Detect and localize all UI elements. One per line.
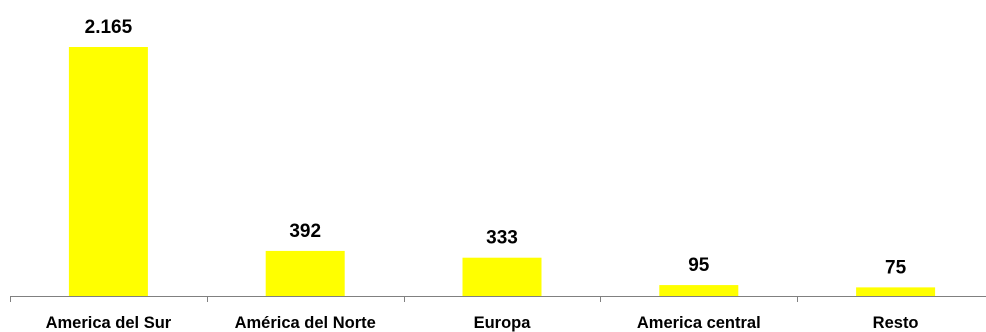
labels-layer: 2.165 America del Sur 392 América del Norte… (46, 17, 919, 332)
data-label-3: 95 (688, 255, 710, 276)
x-axis (10, 296, 986, 302)
data-label-1: 392 (289, 221, 321, 242)
data-label-2: 333 (486, 228, 518, 249)
x-tick-label-3: America central (637, 314, 761, 332)
bars-layer (68, 47, 936, 296)
bar-3 (659, 285, 739, 296)
bar-2 (462, 257, 542, 296)
bar-4 (856, 287, 936, 296)
x-tick-label-0: America del Sur (46, 314, 172, 332)
bar-1 (265, 250, 345, 296)
data-label-4: 75 (885, 257, 907, 278)
x-tick-label-4: Resto (873, 314, 919, 332)
x-tick-label-2: Europa (474, 314, 532, 332)
data-label-0: 2.165 (85, 17, 133, 38)
bar-0 (68, 47, 148, 296)
x-tick-label-1: América del Norte (235, 314, 376, 332)
